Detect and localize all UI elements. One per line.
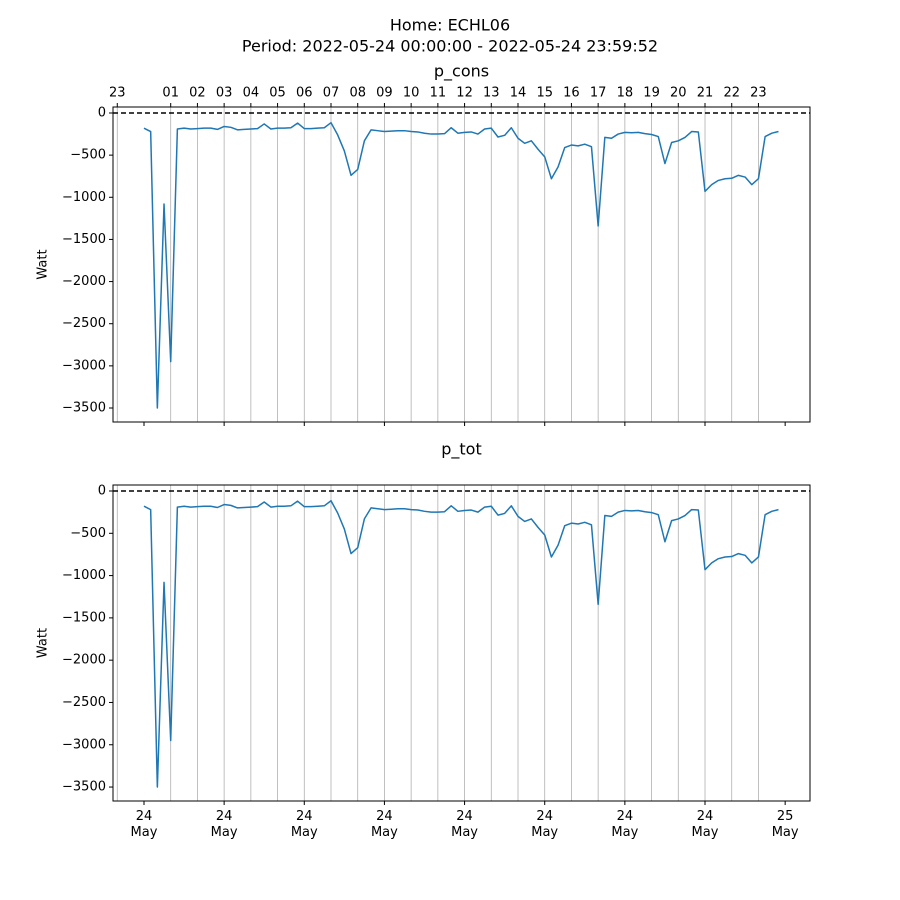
x2-tick-label: 11 (430, 86, 447, 101)
x-tick-label: 24 May (290, 809, 318, 840)
x-tick-label: 25 May (771, 809, 799, 840)
x2-tick-label: 17 (590, 86, 607, 101)
y-tick-label: −2000 (62, 274, 106, 289)
x-tick-label: 24 May (370, 809, 398, 840)
x2-tick-label: 07 (323, 86, 340, 101)
x2-tick-label: 04 (243, 86, 260, 101)
y-tick-label: −1000 (62, 568, 106, 583)
y-tick-label: −2500 (62, 316, 106, 331)
x2-tick-label: 01 (162, 86, 179, 101)
data-line (143, 499, 779, 788)
x2-tick-label: 12 (456, 86, 473, 101)
x2-tick-label: 19 (643, 86, 660, 101)
data-line (143, 121, 779, 409)
y-tick-label: 0 (98, 484, 106, 499)
y-tick-label: −3500 (62, 401, 106, 416)
x-tick-label: 24 May (691, 809, 719, 840)
x2-tick-label: 02 (189, 86, 206, 101)
y-tick-label: −3000 (62, 737, 106, 752)
plot-frame (112, 106, 811, 423)
y-tick-label: −500 (70, 526, 106, 541)
y-tick-label: −1000 (62, 190, 106, 205)
x2-tick-label: 08 (349, 86, 366, 101)
y-tick-label: 0 (98, 105, 106, 120)
chart-title: p_tot (441, 440, 482, 460)
plot-frame (112, 484, 811, 802)
x-tick-label: 24 May (611, 809, 639, 840)
x2-tick-label: 03 (216, 86, 233, 101)
chart-title: p_cons (434, 62, 489, 82)
y-tick-label: −3500 (62, 780, 106, 795)
x2-tick-label: 18 (617, 86, 634, 101)
x2-tick-label: 23 (109, 86, 126, 101)
figure-subtitle: Period: 2022-05-24 00:00:00 - 2022-05-24… (242, 37, 658, 56)
x2-tick-label: 06 (296, 86, 313, 101)
figure-title: Home: ECHL06 (390, 16, 510, 35)
y-tick-label: −1500 (62, 610, 106, 625)
x-tick-label: 24 May (531, 809, 559, 840)
x2-tick-label: 20 (670, 86, 687, 101)
x2-tick-label: 13 (483, 86, 500, 101)
x2-tick-label: 05 (269, 86, 286, 101)
x2-tick-label: 23 (750, 86, 767, 101)
x2-tick-label: 10 (403, 86, 420, 101)
y-tick-label: −3000 (62, 358, 106, 373)
y-axis-label: Watt (36, 628, 51, 658)
y-tick-label: −500 (70, 148, 106, 163)
x2-tick-label: 21 (697, 86, 714, 101)
y-axis-label: Watt (36, 249, 51, 279)
x-tick-label: 24 May (130, 809, 158, 840)
x-tick-label: 24 May (451, 809, 478, 840)
x2-tick-label: 15 (536, 86, 553, 101)
x2-tick-label: 16 (563, 86, 580, 101)
x2-tick-label: 22 (723, 86, 740, 101)
y-tick-label: −1500 (62, 232, 106, 247)
x2-tick-label: 09 (376, 86, 393, 101)
y-tick-label: −2000 (62, 653, 106, 668)
x-tick-label: 24 May (210, 809, 238, 840)
x2-tick-label: 14 (510, 86, 527, 101)
y-tick-label: −2500 (62, 695, 106, 710)
